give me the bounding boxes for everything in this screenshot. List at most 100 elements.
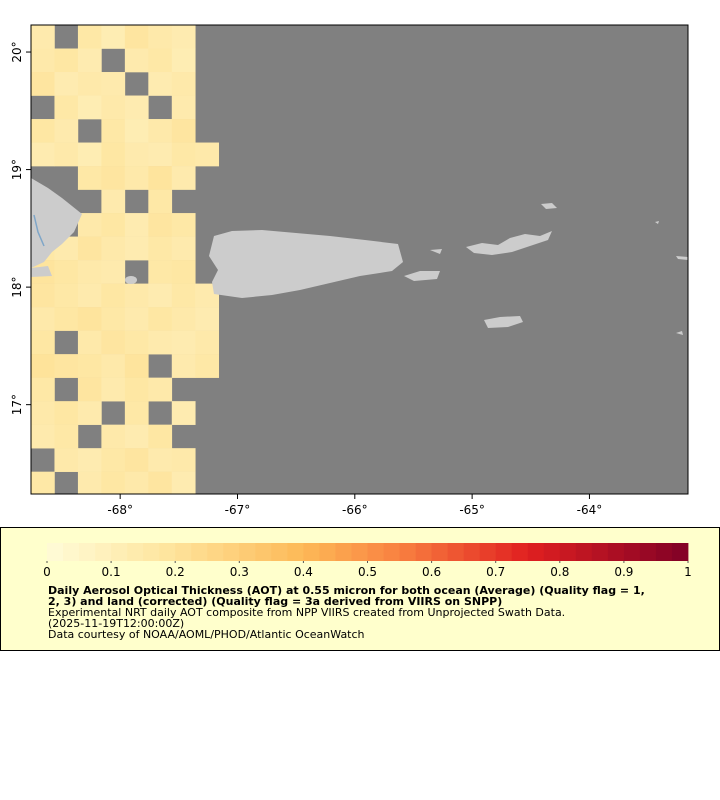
islet: [676, 331, 683, 335]
aot-cell: [195, 307, 220, 331]
colorbar-tick-label: 0.8: [550, 565, 569, 579]
aot-cell: [148, 48, 173, 73]
colorbar-tick-label: 0.3: [230, 565, 249, 579]
colorbar-tick-label: 0.6: [422, 565, 441, 579]
aot-cell: [31, 307, 55, 331]
aot-cell: [124, 448, 149, 472]
colorbar-swatch: [175, 543, 192, 561]
colorbar-swatch: [399, 543, 416, 561]
aot-cell: [54, 48, 79, 73]
aot-cell: [124, 166, 149, 190]
colorbar-swatch: [79, 543, 96, 561]
aot-cell: [148, 471, 173, 494]
anegada: [541, 203, 557, 209]
colorbar-tick-label: 0.9: [614, 565, 633, 579]
land: [31, 178, 688, 335]
colorbar-swatch: [63, 543, 80, 561]
aot-cell: [124, 48, 149, 73]
aot-cell: [54, 401, 79, 425]
aot-cell: [31, 119, 55, 143]
aot-cell: [124, 119, 149, 143]
colorbar-swatch: [639, 543, 657, 561]
aot-cell: [77, 72, 102, 96]
axes: -68° -67° -66° -65° -64° 17° 18° 19° 20°: [10, 41, 602, 517]
aot-cell: [31, 471, 55, 494]
aot-cell: [31, 25, 55, 49]
aot-cell: [171, 142, 196, 167]
aot-cell: [31, 330, 55, 355]
colorbar: 0 0.1 0.2 0.3 0.4 0.5 0.6 0.7 0.8 0.9 1: [43, 543, 692, 579]
x-tick-label: -68°: [107, 503, 133, 517]
legend-note: Data courtesy of NOAA/AOML/PHOD/Atlantic…: [48, 628, 365, 641]
aot-cell: [54, 448, 79, 472]
aot-cell: [148, 283, 173, 308]
aot-cell: [171, 166, 196, 190]
aot-cell: [148, 166, 173, 190]
aot-cell: [171, 401, 196, 425]
colorbar-swatch: [239, 543, 256, 561]
aot-cell: [54, 95, 79, 120]
colorbar-swatch: [191, 543, 208, 561]
aot-cell: [124, 354, 149, 378]
aot-cell: [124, 424, 149, 449]
colorbar-swatch: [543, 543, 561, 561]
colorbar-swatch: [223, 543, 240, 561]
aot-cell: [101, 354, 126, 378]
colorbar-swatch: [463, 543, 481, 561]
colorbar-swatch: [383, 543, 400, 561]
aot-cell: [31, 354, 55, 378]
aot-cell: [171, 448, 196, 472]
aot-cell: [124, 307, 149, 331]
colorbar-swatch: [351, 543, 368, 561]
aot-cell: [77, 95, 102, 120]
x-tick-label: -67°: [225, 503, 251, 517]
legend-text: Daily Aerosol Optical Thickness (AOT) at…: [48, 584, 645, 641]
colorbar-swatch: [559, 543, 577, 561]
legend-note: Experimental NRT daily AOT composite fro…: [48, 606, 565, 619]
aot-cell: [31, 48, 55, 73]
aot-cell: [148, 119, 173, 143]
aot-cell: [101, 260, 126, 284]
aot-cell: [124, 213, 149, 237]
aot-cell: [148, 142, 173, 167]
aot-cell: [124, 377, 149, 402]
islet: [655, 221, 659, 224]
aot-cell: [171, 283, 196, 308]
aot-grid: [31, 25, 220, 494]
aot-cell: [124, 25, 149, 49]
aot-cell: [77, 354, 102, 378]
colorbar-swatch: [95, 543, 112, 561]
aot-cell: [101, 213, 126, 237]
aot-cell: [77, 283, 102, 308]
aot-cell: [54, 260, 79, 284]
legend-title: Daily Aerosol Optical Thickness (AOT) at…: [48, 584, 645, 597]
aot-cell: [101, 448, 126, 472]
colorbar-tick-label: 0.5: [358, 565, 377, 579]
aot-cell: [171, 260, 196, 284]
aot-cell: [77, 142, 102, 167]
aot-cell: [148, 213, 173, 237]
aot-cell: [31, 401, 55, 425]
aot-cell: [77, 330, 102, 355]
aot-cell: [148, 72, 173, 96]
aot-cell: [54, 354, 79, 378]
x-tick-label: -66°: [342, 503, 368, 517]
colorbar-swatch: [527, 543, 545, 561]
colorbar-tick-label: 0.1: [102, 565, 121, 579]
aot-cell: [54, 307, 79, 331]
aot-cell: [54, 72, 79, 96]
colorbar-swatch: [447, 543, 465, 561]
colorbar-swatch: [255, 543, 272, 561]
aot-cell: [195, 330, 220, 355]
aot-cell: [148, 307, 173, 331]
x-tick-label: -64°: [577, 503, 603, 517]
colorbar-swatch: [111, 543, 128, 561]
aot-cell: [124, 142, 149, 167]
aot-cell: [101, 166, 126, 190]
aot-cell: [171, 213, 196, 237]
aot-cell: [101, 189, 126, 214]
aot-cell: [54, 283, 79, 308]
colorbar-swatch: [511, 543, 529, 561]
colorbar-swatch: [655, 543, 673, 561]
